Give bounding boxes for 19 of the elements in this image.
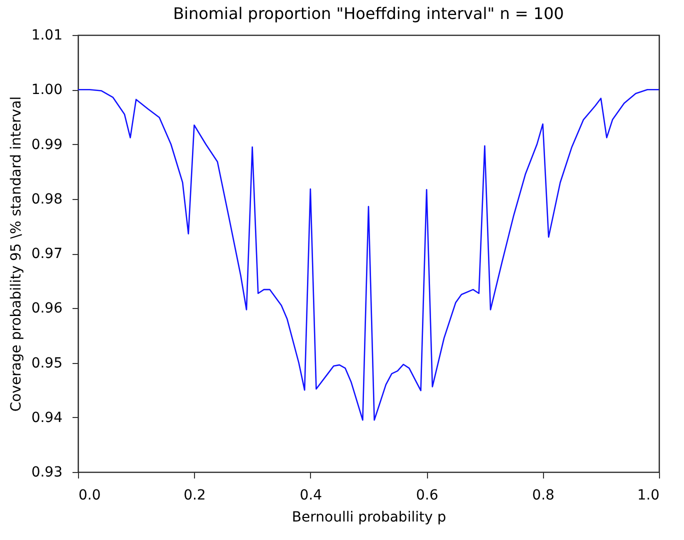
- y-tick-label: 0.99: [31, 136, 62, 153]
- y-tick-label: 1.00: [31, 82, 62, 98]
- x-tick-label: 0.8: [532, 488, 554, 504]
- x-tick-label: 0.0: [78, 488, 101, 504]
- x-tick-label: 1.0: [637, 488, 660, 504]
- y-tick-label: 0.94: [31, 410, 63, 426]
- y-tick-label: 0.97: [31, 246, 62, 262]
- y-axis-title: Coverage probability 95 \% standard interval: [8, 96, 24, 412]
- x-tick-label: 0.2: [184, 488, 206, 504]
- line-series: [78, 88, 659, 421]
- y-tick-label: 1.01: [31, 28, 62, 44]
- x-tick-label: 0.4: [300, 488, 322, 504]
- y-tick-label: 0.98: [31, 191, 62, 208]
- y-tick-label: 0.93: [31, 464, 62, 480]
- x-tick-label: 0.6: [416, 488, 438, 504]
- x-axis-title: Bernoulli probability p: [292, 510, 446, 526]
- y-tick-label: 0.96: [31, 300, 63, 317]
- y-tick-label: 0.95: [31, 355, 62, 372]
- chart-title: Binomial proportion "Hoeffding interval" n = 100: [173, 4, 564, 23]
